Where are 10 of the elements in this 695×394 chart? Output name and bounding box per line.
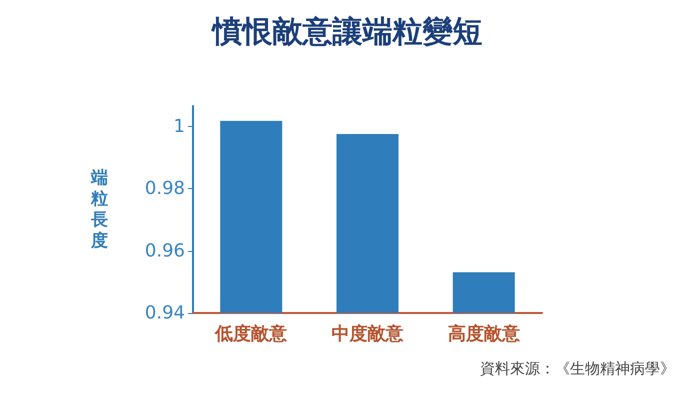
source-note: 資料來源：《生物精神病學》 — [480, 360, 675, 378]
y-tick-label: 0.94 — [144, 302, 185, 324]
x-tick-label: 低度敵意 — [214, 324, 288, 344]
y-tick-label: 0.98 — [144, 178, 185, 200]
y-tick-label: 0.96 — [144, 240, 185, 262]
y-axis-title: 端粒長度 — [90, 168, 108, 251]
x-tick-label: 高度敵意 — [448, 324, 521, 344]
chart-title: 憤恨敵意讓端粒變短 — [210, 14, 482, 50]
y-tick-label: 1 — [174, 116, 185, 138]
x-tick-label: 中度敵意 — [332, 324, 404, 344]
